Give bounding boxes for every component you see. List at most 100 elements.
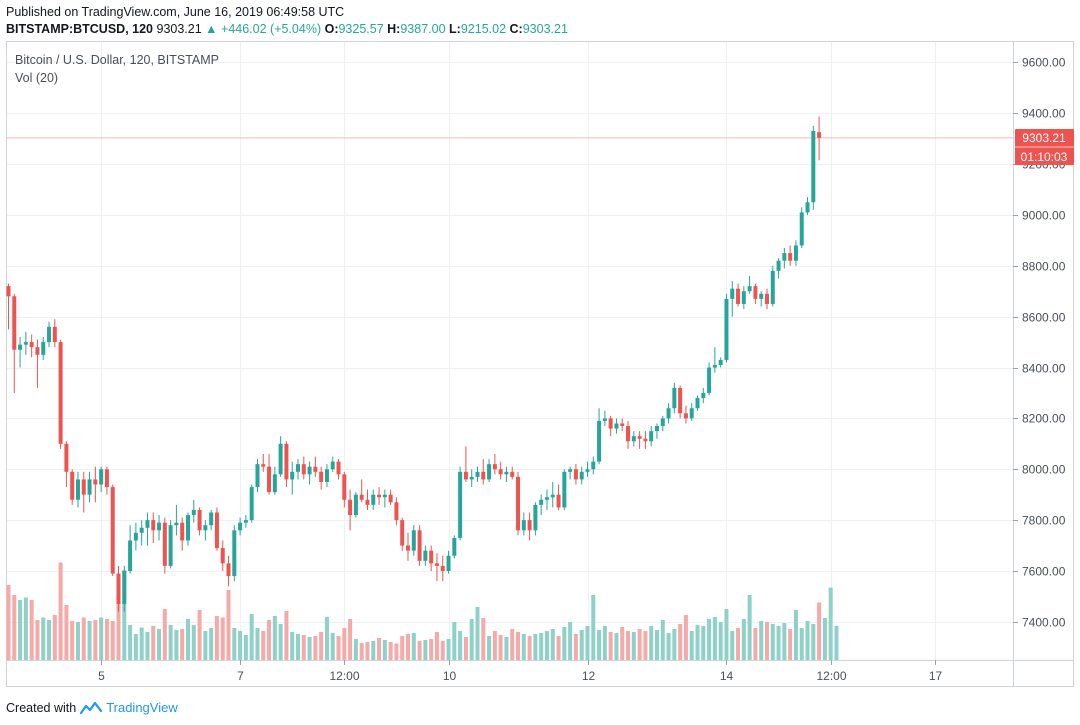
volume-bar (643, 631, 648, 660)
volume-bar (168, 625, 173, 660)
y-tick-label: 8800.00 (1022, 260, 1066, 274)
candle-body (377, 494, 382, 498)
volume-bar (811, 624, 816, 660)
candle-body (678, 387, 683, 414)
volume-bar (533, 634, 538, 660)
candle-body (406, 545, 411, 551)
candle-body (122, 570, 127, 605)
volume-bar (110, 621, 115, 660)
volume-bar (417, 641, 422, 660)
volume-bar (47, 620, 52, 660)
volume-bar (666, 633, 671, 660)
high-label: H: (387, 22, 401, 36)
candle-body (602, 418, 607, 421)
volume-bar (764, 622, 769, 660)
volume-bar (654, 630, 659, 660)
volume-bar (458, 631, 463, 660)
candle-body (579, 471, 584, 480)
volume-bar (41, 617, 46, 660)
candle-body (411, 530, 416, 551)
volume-bar (510, 629, 515, 660)
candle-body (695, 398, 700, 409)
candle-body (336, 461, 341, 475)
candle-body (429, 550, 434, 564)
candle-body (689, 408, 694, 419)
candle-body (272, 474, 277, 493)
candle-body (18, 344, 23, 350)
volume-bar (660, 620, 665, 660)
volume-bar (365, 642, 370, 660)
candle-body (492, 464, 497, 470)
candle-body (423, 550, 428, 561)
volume-bar (307, 637, 312, 660)
volume-bar (261, 631, 266, 660)
volume-bar (267, 620, 272, 660)
candle-body (151, 520, 156, 531)
volume-bar (631, 632, 636, 660)
volume-bar (683, 615, 688, 660)
volume-bar (579, 630, 584, 660)
volume-bar (562, 627, 567, 660)
low-value: 9215.02 (460, 22, 507, 36)
volume-bar (799, 628, 804, 660)
x-tick-label: 12 (582, 669, 596, 683)
candle-body (544, 497, 549, 500)
candle-body (348, 499, 353, 516)
volume-bar (6, 585, 11, 660)
volume-bar (313, 636, 318, 660)
symbol-quote-line: BITSTAMP:BTCUSD, 120 9303.21 ▲ +446.02 (… (6, 22, 568, 36)
volume-bar (70, 621, 75, 660)
volume-bar (75, 622, 80, 660)
candle-body (591, 461, 596, 470)
candle-body (434, 563, 439, 566)
y-tick-label: 8400.00 (1022, 362, 1066, 376)
candle-body (672, 387, 677, 409)
volume-bar (371, 641, 376, 660)
volume-bar (29, 600, 34, 660)
candle-body (458, 471, 463, 538)
candle-body (637, 436, 642, 439)
volume-bar (817, 602, 822, 660)
candle-body (533, 504, 538, 531)
volume-bar (452, 622, 457, 660)
volume-bar (649, 626, 654, 660)
volume-bar (81, 617, 86, 660)
candle-body (759, 293, 764, 299)
volume-bar (35, 620, 40, 660)
volume-bar (377, 638, 382, 660)
candle-body (243, 520, 248, 523)
candle-body (510, 471, 515, 477)
volume-bar (487, 636, 492, 660)
candle-body (52, 326, 57, 343)
volume-bar (406, 634, 411, 660)
y-tick-label: 9400.00 (1022, 107, 1066, 121)
candle-body (365, 499, 370, 505)
volume-bar (301, 635, 306, 660)
candle-body (47, 326, 52, 343)
volume-bar (556, 636, 561, 660)
candle-body (539, 499, 544, 505)
candle-body (313, 466, 318, 472)
candle-body (585, 469, 590, 472)
candle-body (301, 464, 306, 475)
candle-body (353, 494, 358, 516)
candle-body (550, 494, 555, 498)
volume-bar (626, 631, 631, 660)
volume-bar (278, 624, 283, 660)
volume-bar (58, 562, 63, 660)
candle-body (521, 520, 526, 531)
volume-bar (689, 631, 694, 660)
candle-body (400, 520, 405, 546)
candle-body (707, 367, 712, 393)
volume-bar (516, 632, 521, 660)
volume-bar (718, 622, 723, 660)
candle-body (191, 509, 196, 516)
volume-bar (701, 626, 706, 660)
y-tick-label: 9000.00 (1022, 209, 1066, 223)
candle-body (197, 509, 202, 531)
candle-body (608, 418, 613, 429)
tradingview-brand-link[interactable]: TradingView (106, 700, 178, 715)
volume-bar (822, 618, 827, 660)
candle-body (793, 245, 798, 261)
